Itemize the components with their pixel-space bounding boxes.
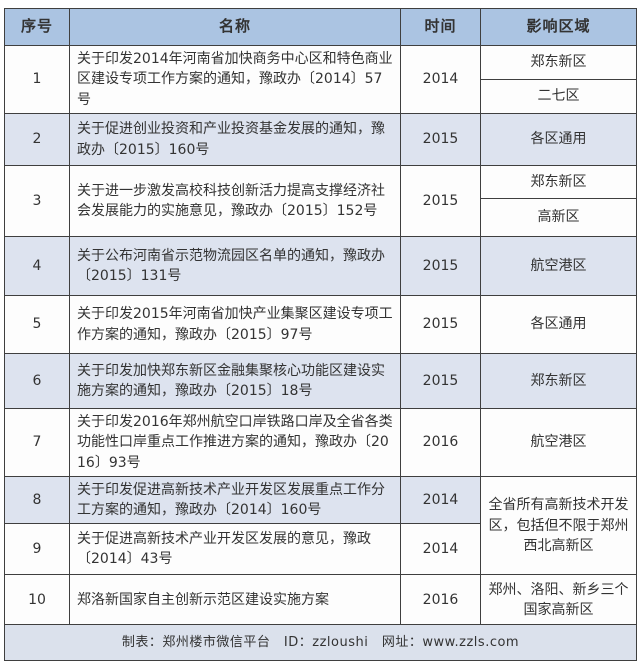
cell-no: 3 (4, 165, 70, 237)
cell-year: 2015 (400, 353, 481, 409)
table-row: 3 关于进一步激发高校科技创新活力提高支撑经济社会发展能力的实施意见，豫政办〔2… (4, 165, 637, 237)
table-row: 高新区 (5, 198, 637, 237)
cell-no: 2 (4, 113, 70, 166)
table-footer-row: 制表：郑州楼市微信平台 ID：zzloushi 网址：www.zzls.com (4, 624, 637, 662)
column-header-year: 时间 (400, 8, 481, 46)
cell-name: 关于印发2016年郑州航空口岸铁路口岸及全省各类功能性口岸重点工作推进方案的通知… (69, 408, 401, 477)
cell-year: 2014 (400, 45, 481, 114)
table-row: 6 关于印发加快郑东新区金融集聚核心功能区建设实施方案的通知，豫政办〔2015〕… (4, 353, 637, 409)
table-row: 5 关于印发2015年河南省加快产业集聚区建设专项工作方案的通知，豫政办〔201… (4, 295, 637, 354)
table-row: 2 关于促进创业投资和产业投资基金发展的通知，豫政办〔2015〕160号 201… (4, 113, 637, 166)
cell-name: 关于促进创业投资和产业投资基金发展的通知，豫政办〔2015〕160号 (69, 113, 401, 166)
cell-year: 2014 (400, 475, 481, 525)
cell-no: 9 (4, 523, 70, 576)
cell-year: 2015 (400, 295, 481, 354)
cell-no: 10 (4, 574, 70, 626)
cell-year: 2015 (400, 165, 481, 237)
cell-name: 关于印发加快郑东新区金融集聚核心功能区建设实施方案的通知，豫政办〔2015〕18… (69, 353, 401, 409)
table-header-row: 序号 名称 时间 影响区域 (4, 8, 637, 46)
cell-year: 2016 (400, 408, 481, 477)
cell-year: 2014 (400, 523, 481, 576)
cell-name: 关于进一步激发高校科技创新活力提高支撑经济社会发展能力的实施意见，豫政办〔201… (69, 165, 401, 237)
cell-region-merged: 全省所有高新技术开发区，包括但不限于郑州西北高新区 (480, 475, 637, 576)
table-row: 二七区 (5, 79, 637, 114)
cell-region: 郑东新区 (480, 45, 637, 80)
cell-name: 郑洛新国家自主创新示范区建设实施方案 (69, 574, 401, 626)
cell-no: 5 (4, 295, 70, 354)
table-row: 10 郑洛新国家自主创新示范区建设实施方案 2016 郑州、洛阳、新乡三个国家高… (4, 574, 637, 626)
cell-region: 郑州、洛阳、新乡三个国家高新区 (480, 574, 637, 626)
cell-no: 1 (4, 45, 70, 114)
cell-region: 二七区 (480, 79, 637, 114)
cell-no: 7 (4, 408, 70, 477)
cell-region: 高新区 (480, 198, 637, 237)
column-header-name: 名称 (69, 8, 401, 46)
column-header-region: 影响区域 (480, 8, 637, 46)
cell-name: 关于印发2014年河南省加快商务中心区和特色商业区建设专项工作方案的通知，豫政办… (69, 45, 401, 114)
cell-no: 8 (4, 475, 70, 525)
credit-line: 制表：郑州楼市微信平台 ID：zzloushi 网址：www.zzls.com (4, 624, 637, 662)
cell-no: 6 (4, 353, 70, 409)
cell-name: 关于印发促进高新技术产业开发区发展重点工作分工方案的通知，豫政办〔2014〕16… (69, 475, 401, 525)
table-row: 7 关于印发2016年郑州航空口岸铁路口岸及全省各类功能性口岸重点工作推进方案的… (4, 408, 637, 477)
cell-name: 关于公布河南省示范物流园区名单的通知，豫政办〔2015〕131号 (69, 236, 401, 296)
column-header-no: 序号 (4, 8, 70, 46)
cell-region: 各区通用 (480, 113, 637, 166)
cell-year: 2015 (400, 113, 481, 166)
table-row: 4 关于公布河南省示范物流园区名单的通知，豫政办〔2015〕131号 2015 … (4, 236, 637, 296)
table-row: 1 关于印发2014年河南省加快商务中心区和特色商业区建设专项工作方案的通知，豫… (4, 45, 637, 114)
cell-year: 2015 (400, 236, 481, 296)
table-row: 8 关于印发促进高新技术产业开发区发展重点工作分工方案的通知，豫政办〔2014〕… (4, 475, 637, 576)
cell-region: 各区通用 (480, 295, 637, 354)
cell-name: 关于印发2015年河南省加快产业集聚区建设专项工作方案的通知，豫政办〔2015〕… (69, 295, 401, 354)
cell-name: 关于促进高新技术产业开发区发展的意见，豫政〔2014〕43号 (69, 523, 401, 576)
cell-region: 航空港区 (480, 408, 637, 477)
cell-region: 郑东新区 (480, 353, 637, 409)
cell-no: 4 (4, 236, 70, 296)
cell-region: 航空港区 (480, 236, 637, 296)
table-row: 9 关于促进高新技术产业开发区发展的意见，豫政〔2014〕43号 2014 (4, 523, 637, 576)
policy-table: 序号 名称 时间 影响区域 1 关于印发2014年河南省加快商务中心区和特色商业… (4, 8, 637, 662)
cell-region: 郑东新区 (480, 165, 637, 199)
cell-year: 2016 (400, 574, 481, 626)
